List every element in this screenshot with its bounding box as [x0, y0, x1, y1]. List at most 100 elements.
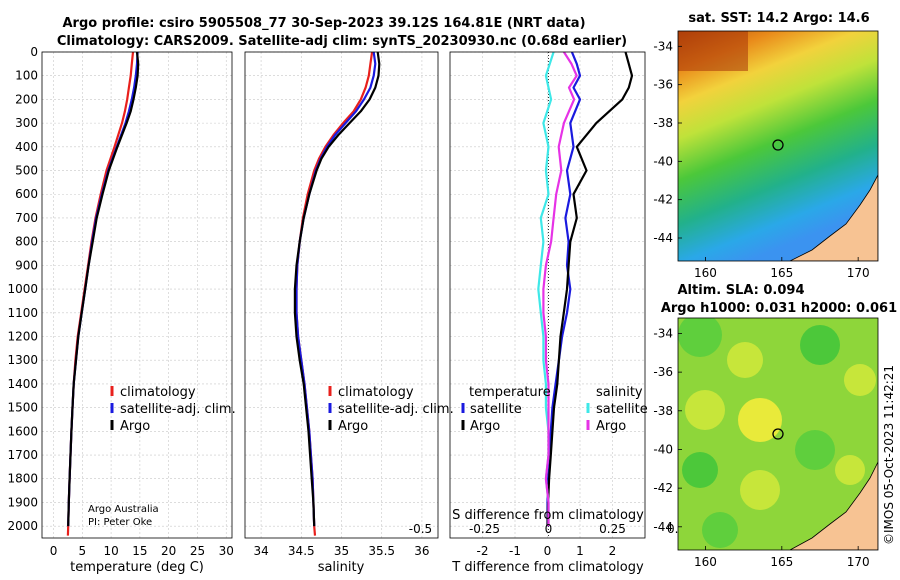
series-argo	[293, 52, 381, 527]
salinity-axis-label: salinity	[318, 560, 365, 575]
sla-map-tick-labels: 160 165 170 -34 -36 -38 -40 -42 -44	[653, 326, 869, 569]
depth-tick-label: 1600	[7, 424, 38, 438]
difference-curves	[537, 52, 634, 527]
sst-map-tick-labels: 160 165 170 -34 -36 -38 -40 -42 -44	[653, 39, 869, 280]
t-difference-axis-label: T difference from climatology	[451, 560, 644, 575]
temperature-curves	[66, 52, 140, 536]
depth-tick-label: 1300	[7, 353, 38, 367]
salinity-tick-labels: 34 34.5 35 35.5 36	[253, 544, 429, 558]
depth-tick-labels: 0 100 200 300 400 500 600 700 800 900 1000 1100 1200…	[7, 45, 38, 533]
figure-title-line2: Climatology: CARS2009. Satellite-adj cli…	[57, 34, 627, 49]
lon-tick-label: 160	[694, 555, 717, 569]
legend-satellite-adj-s: satellite-adj. clim.	[338, 402, 454, 417]
lat-tick-label: -40	[653, 442, 673, 456]
legend-salinity-title: salinity	[596, 385, 643, 400]
lon-tick-label: 170	[847, 266, 870, 280]
series-argo	[67, 52, 140, 527]
sla-anomaly-blobs	[678, 318, 876, 548]
depth-tick-label: 1200	[7, 329, 38, 343]
depth-tick-label: 1700	[7, 448, 38, 462]
t-difference-tick-labels: -2 -1 0 1 2	[477, 544, 617, 558]
x-tick-label: 34	[253, 544, 268, 558]
lat-tick-label: -40	[653, 154, 673, 168]
depth-tick-label: 1500	[7, 401, 38, 415]
lat-tick-label: -36	[653, 78, 673, 92]
lon-tick-label: 170	[847, 555, 870, 569]
series-t-argo	[546, 52, 634, 527]
figure-title-line1: Argo profile: csiro 5905508_77 30-Sep-20…	[62, 16, 585, 31]
legend-argo-s: Argo	[338, 419, 368, 434]
series-t-satellite	[546, 52, 582, 527]
x-tick-label: 2	[609, 544, 617, 558]
legend-t-argo: Argo	[470, 419, 500, 434]
lon-tick-label: 160	[694, 266, 717, 280]
x-tick-label: 1	[576, 544, 584, 558]
legend-climatology-s: climatology	[338, 385, 414, 400]
lon-tick-label: 165	[770, 555, 793, 569]
x-tick-label: 36	[414, 544, 429, 558]
top-tick-label: -0.5	[409, 522, 432, 536]
lon-tick-label: 165	[770, 266, 793, 280]
sla-map-title-line1: Altim. SLA: 0.094	[678, 283, 805, 298]
argo-location-marker	[772, 139, 784, 151]
depth-tick-label: 100	[15, 69, 38, 83]
legend-argo: Argo	[120, 419, 150, 434]
x-tick-label: 5	[78, 544, 86, 558]
depth-tick-label: 400	[15, 140, 38, 154]
s-difference-axis-label: S difference from climatology	[452, 508, 644, 523]
x-tick-label: -2	[477, 544, 489, 558]
temperature-panel: 0100200300400500600700800900100011001200…	[7, 45, 235, 575]
land-mass	[789, 174, 878, 261]
x-tick-label: 35	[334, 544, 349, 558]
x-tick-label: 20	[161, 544, 176, 558]
sst-map-panel: sat. SST: 14.2 Argo: 14.6 160 165 170 -34 -3…	[653, 11, 879, 280]
x-tick-label: 0	[50, 544, 58, 558]
lat-tick-label: -36	[653, 365, 673, 379]
x-tick-label: 34.5	[288, 544, 315, 558]
lat-tick-label: -44	[653, 520, 673, 534]
land-mass-2	[789, 461, 878, 550]
top-tick-label: -0.25	[469, 522, 500, 536]
depth-tick-label: 500	[15, 164, 38, 178]
x-tick-label: 0	[544, 544, 552, 558]
depth-tick-label: 1100	[7, 306, 38, 320]
lat-tick-label: -34	[653, 326, 673, 340]
depth-tick-label: 1400	[7, 377, 38, 391]
depth-tick-label: 300	[15, 116, 38, 130]
credit-line2: PI: Peter Oke	[88, 517, 152, 528]
x-tick-label: 35.5	[368, 544, 395, 558]
legend-t-satellite: satellite	[470, 402, 522, 417]
salinity-legend: climatology satellite-adj. clim. Argo	[328, 385, 454, 434]
credit-line1: Argo Australia	[88, 504, 159, 515]
lat-tick-label: -44	[653, 231, 673, 245]
depth-tick-label: 900	[15, 258, 38, 272]
temperature-tick-labels: 0 5 10 15 20 25 30	[50, 544, 234, 558]
temperature-legend: climatology satellite-adj. clim. Argo	[110, 385, 236, 434]
depth-tick-label: 600	[15, 187, 38, 201]
x-tick-label: -1	[509, 544, 521, 558]
sla-map-title-line2: Argo h1000: 0.031 h2000: 0.061	[661, 301, 897, 316]
s-difference-tick-labels: -0.5 -0.25 0 0.25 0.5	[409, 522, 686, 536]
depth-tick-label: 0	[30, 45, 38, 59]
sla-map-panel: Altim. SLA: 0.094 Argo h1000: 0.031 h200…	[653, 283, 897, 569]
series-satellite-adj-clim-	[295, 52, 377, 527]
salinity-grid	[245, 51, 438, 538]
imos-watermark: ©IMOS 05-Oct-2023 11:42:21	[882, 365, 896, 545]
legend-s-satellite: satellite	[596, 402, 648, 417]
x-tick-label: 25	[190, 544, 205, 558]
lat-tick-label: -42	[653, 481, 673, 495]
lat-tick-label: -38	[653, 404, 673, 418]
legend-satellite-adj: satellite-adj. clim.	[120, 402, 236, 417]
depth-tick-label: 800	[15, 235, 38, 249]
top-tick-label: 0.25	[599, 522, 626, 536]
depth-tick-label: 1900	[7, 495, 38, 509]
difference-legend: temperature satellite Argo salinity sate…	[461, 385, 648, 434]
depth-tick-label: 1000	[7, 282, 38, 296]
salinity-panel: 34 34.5 35 35.5 36 salinity climatology sate…	[244, 51, 454, 575]
series-s-argo	[542, 52, 578, 527]
x-tick-label: 30	[219, 544, 234, 558]
temperature-axis-label: temperature (deg C)	[70, 560, 204, 575]
lat-tick-label: -38	[653, 116, 673, 130]
difference-panel: -2 -1 0 1 2 -0.5 -0.25 0 0.25 0.5 S difference f…	[409, 51, 686, 575]
